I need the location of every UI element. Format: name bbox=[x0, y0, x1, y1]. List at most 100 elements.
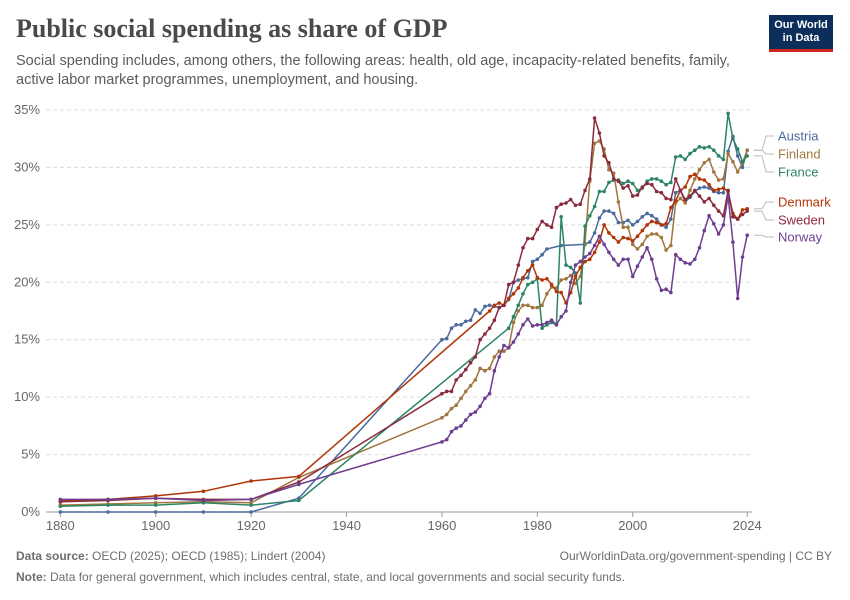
data-point bbox=[559, 314, 563, 319]
series-lines bbox=[58, 111, 749, 514]
data-point bbox=[468, 383, 473, 388]
data-point bbox=[444, 412, 449, 417]
data-point bbox=[664, 225, 668, 229]
data-point bbox=[683, 261, 687, 265]
legend-connector bbox=[754, 135, 774, 151]
data-point bbox=[487, 326, 492, 331]
data-point bbox=[297, 474, 301, 479]
data-point bbox=[716, 178, 721, 182]
data-point bbox=[607, 161, 611, 165]
data-point bbox=[740, 212, 745, 217]
data-point bbox=[58, 510, 63, 514]
data-point bbox=[559, 278, 563, 282]
data-point bbox=[459, 424, 463, 428]
data-point bbox=[707, 157, 711, 162]
data-point bbox=[526, 282, 530, 287]
data-point bbox=[721, 157, 726, 162]
data-point bbox=[607, 209, 611, 213]
data-point bbox=[530, 259, 535, 264]
data-point bbox=[669, 217, 673, 221]
data-point bbox=[468, 360, 473, 365]
data-point bbox=[454, 323, 459, 327]
data-point bbox=[201, 498, 206, 503]
data-point bbox=[673, 177, 678, 181]
data-point bbox=[702, 228, 707, 233]
data-point bbox=[697, 145, 702, 149]
source-text: OECD (2025); OECD (1985); Lindert (2004) bbox=[92, 549, 326, 563]
data-point bbox=[664, 182, 668, 187]
data-point bbox=[664, 248, 668, 252]
data-point bbox=[444, 336, 449, 341]
series-line bbox=[60, 112, 748, 508]
data-point bbox=[535, 257, 540, 262]
data-point bbox=[478, 337, 482, 342]
x-axis: 1880 1900 1920 1940 1960 1980 2000 2024 bbox=[46, 511, 762, 533]
data-point bbox=[540, 278, 544, 282]
series-line bbox=[60, 140, 748, 506]
data-point bbox=[678, 154, 683, 158]
data-point bbox=[297, 482, 301, 487]
y-tick-label: 0% bbox=[21, 504, 40, 519]
data-point bbox=[683, 197, 687, 202]
data-point bbox=[526, 236, 530, 241]
data-point bbox=[602, 189, 606, 194]
data-point bbox=[740, 255, 745, 259]
data-point bbox=[735, 170, 740, 174]
data-point bbox=[597, 240, 602, 244]
data-point bbox=[726, 188, 730, 193]
data-point bbox=[707, 145, 711, 149]
data-point bbox=[521, 303, 525, 308]
x-tick-label: 1980 bbox=[523, 518, 552, 533]
data-point bbox=[688, 174, 692, 179]
series-line bbox=[60, 173, 748, 502]
data-point bbox=[731, 136, 735, 141]
data-point bbox=[654, 232, 659, 236]
data-point bbox=[683, 157, 687, 162]
data-point bbox=[735, 217, 740, 221]
data-point bbox=[511, 320, 516, 325]
series-norway bbox=[58, 194, 749, 503]
series-line bbox=[60, 117, 748, 503]
legend-label-norway: Norway bbox=[778, 230, 823, 245]
data-point bbox=[654, 220, 659, 225]
data-point bbox=[673, 155, 678, 159]
data-point bbox=[535, 227, 540, 232]
data-point bbox=[153, 510, 158, 514]
data-point bbox=[721, 190, 726, 195]
data-point bbox=[440, 337, 444, 342]
legend-connector bbox=[754, 149, 774, 155]
x-tick-label: 1920 bbox=[237, 518, 266, 533]
data-point bbox=[497, 355, 502, 359]
legend-connector bbox=[754, 201, 774, 210]
owid-logo[interactable]: Our World in Data bbox=[769, 15, 833, 52]
data-point bbox=[702, 161, 707, 165]
data-point bbox=[721, 223, 726, 227]
data-point bbox=[464, 367, 468, 372]
data-point bbox=[702, 185, 707, 189]
data-point bbox=[592, 250, 597, 255]
x-tick-label: 1900 bbox=[141, 518, 170, 533]
data-point bbox=[249, 503, 253, 507]
data-point bbox=[716, 154, 721, 158]
data-point bbox=[621, 181, 625, 186]
data-point bbox=[630, 181, 635, 186]
series-line bbox=[60, 135, 748, 513]
data-point bbox=[693, 177, 697, 181]
data-point bbox=[645, 181, 649, 186]
data-point bbox=[549, 282, 554, 287]
data-point bbox=[588, 251, 592, 256]
data-point bbox=[635, 193, 640, 197]
data-point bbox=[602, 209, 606, 213]
source-link[interactable]: OurWorldinData.org/government-spending |… bbox=[559, 549, 832, 563]
data-point bbox=[678, 188, 683, 193]
data-point bbox=[740, 165, 745, 170]
data-point bbox=[478, 311, 482, 316]
data-point bbox=[297, 498, 301, 503]
data-point bbox=[249, 510, 253, 514]
data-source: Data source: OECD (2025); OECD (1985); L… bbox=[16, 549, 325, 563]
data-point bbox=[535, 323, 540, 327]
data-point bbox=[650, 257, 654, 262]
data-point bbox=[153, 496, 158, 501]
legend-label-france: France bbox=[778, 165, 818, 180]
